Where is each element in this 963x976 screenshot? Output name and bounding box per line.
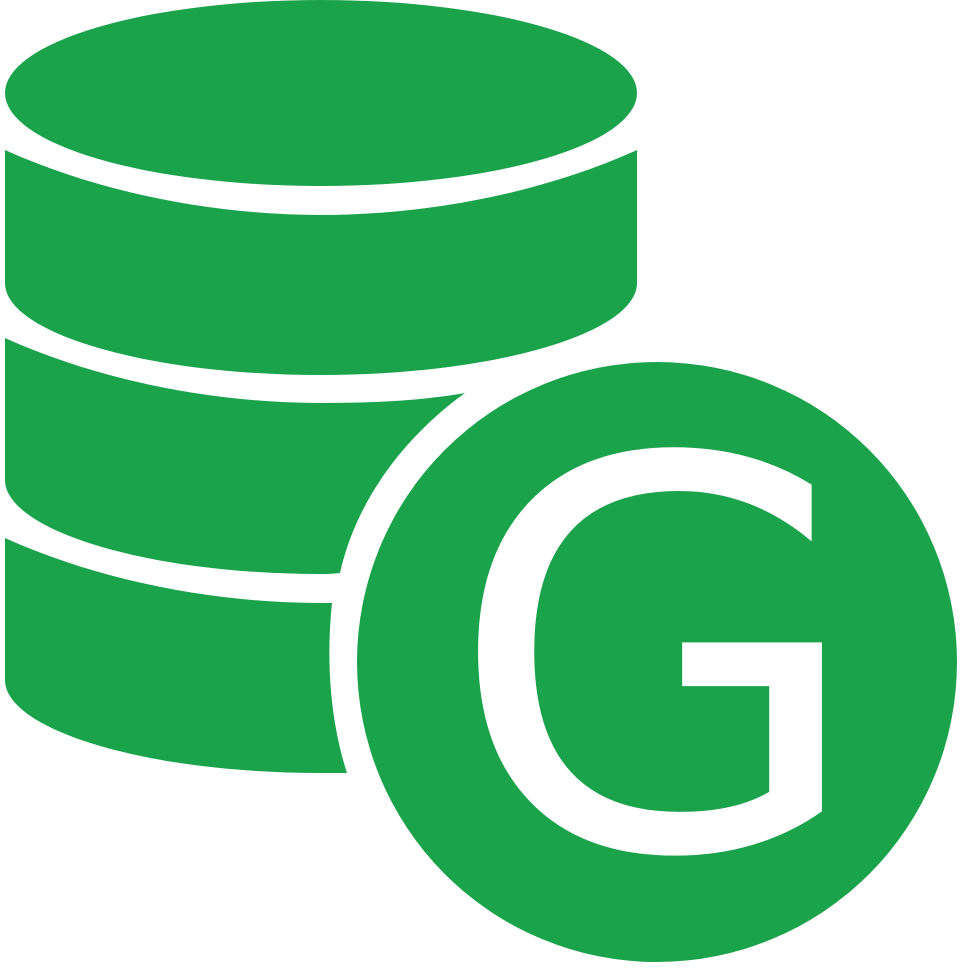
g-badge-icon	[357, 362, 957, 962]
database-top-disc	[5, 0, 637, 186]
database-band-middle	[5, 338, 465, 574]
database-band-upper	[5, 150, 637, 375]
database-band-lower	[5, 538, 347, 773]
